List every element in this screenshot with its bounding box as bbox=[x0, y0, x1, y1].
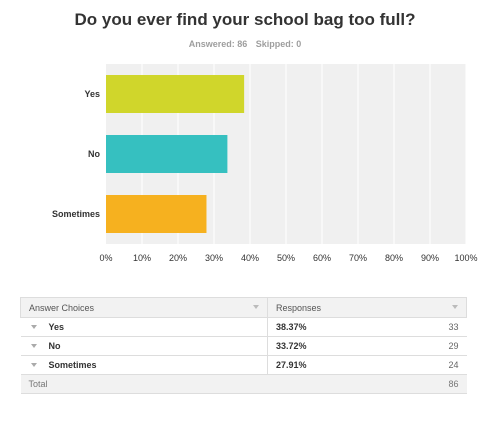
x-tick-label: 90% bbox=[421, 253, 439, 263]
x-tick-label: 60% bbox=[313, 253, 331, 263]
bar-no bbox=[106, 135, 228, 173]
x-tick-label: 0% bbox=[99, 253, 112, 263]
x-tick-label: 50% bbox=[277, 253, 295, 263]
bar-yes bbox=[106, 75, 245, 113]
responses-header[interactable]: Responses bbox=[267, 297, 467, 318]
results-table: Answer Choices Responses Yes 38.37% 33 N… bbox=[20, 297, 467, 394]
choice-label: Sometimes bbox=[48, 360, 97, 370]
responses-header-label: Responses bbox=[276, 302, 322, 313]
choice-label: No bbox=[48, 341, 61, 351]
table-header-row: Answer Choices Responses bbox=[20, 297, 467, 318]
skipped-count: Skipped: 0 bbox=[255, 39, 302, 49]
count-cell: 29 bbox=[414, 336, 467, 356]
percent-cell: 38.37% bbox=[267, 317, 414, 337]
x-tick-label: 40% bbox=[241, 253, 259, 263]
percent-cell: 27.91% bbox=[267, 355, 414, 375]
x-tick-label: 100% bbox=[454, 253, 477, 263]
y-category-label: Sometimes bbox=[52, 209, 100, 219]
sort-icon[interactable] bbox=[253, 305, 259, 309]
chevron-down-icon[interactable] bbox=[30, 325, 37, 330]
percent-cell: 33.72% bbox=[267, 336, 414, 356]
total-row: Total 86 bbox=[20, 374, 467, 394]
response-summary: Answered: 86 Skipped: 0 bbox=[0, 39, 490, 49]
table-row: Sometimes 27.91% 24 bbox=[20, 355, 467, 375]
x-tick-label: 30% bbox=[205, 253, 223, 263]
chart-title: Do you ever find your school bag too ful… bbox=[74, 10, 416, 29]
choice-label: Yes bbox=[48, 322, 65, 332]
count-cell: 24 bbox=[414, 355, 467, 375]
answer-choices-header-label: Answer Choices bbox=[29, 302, 95, 313]
x-tick-label: 80% bbox=[385, 253, 403, 263]
y-category-label: Yes bbox=[84, 89, 100, 99]
sort-icon[interactable] bbox=[452, 305, 458, 309]
x-tick-label: 10% bbox=[133, 253, 151, 263]
bar-sometimes bbox=[106, 195, 207, 233]
choice-cell[interactable]: Yes bbox=[20, 317, 268, 337]
chevron-down-icon[interactable] bbox=[30, 363, 37, 368]
answered-count: Answered: 86 bbox=[188, 39, 248, 49]
answer-choices-header[interactable]: Answer Choices bbox=[20, 297, 268, 318]
table-row: Yes 38.37% 33 bbox=[20, 317, 467, 337]
total-label: Total bbox=[20, 374, 268, 394]
chevron-down-icon[interactable] bbox=[30, 344, 37, 349]
choice-cell[interactable]: No bbox=[20, 336, 268, 356]
choice-cell[interactable]: Sometimes bbox=[20, 355, 268, 375]
x-tick-label: 70% bbox=[349, 253, 367, 263]
bar-chart: 0% 10% 20% 30% 40% 50% 60% 70% 80% 90% 100% Yes No So… bbox=[52, 64, 478, 263]
total-spacer bbox=[267, 374, 414, 394]
count-cell: 33 bbox=[414, 317, 467, 337]
x-tick-label: 20% bbox=[169, 253, 187, 263]
total-count: 86 bbox=[414, 374, 467, 394]
y-category-label: No bbox=[88, 149, 100, 159]
table-row: No 33.72% 29 bbox=[20, 336, 467, 356]
